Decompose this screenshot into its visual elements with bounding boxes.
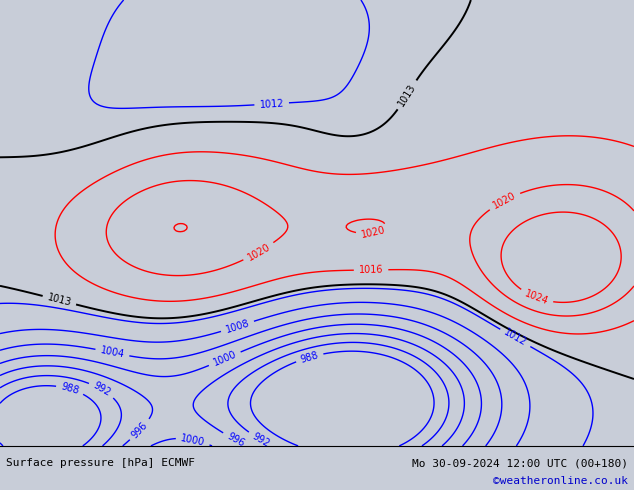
Text: 1004: 1004 [100,345,126,360]
Text: Mo 30-09-2024 12:00 UTC (00+180): Mo 30-09-2024 12:00 UTC (00+180) [411,458,628,468]
Text: 1020: 1020 [360,225,386,241]
Text: Surface pressure [hPa] ECMWF: Surface pressure [hPa] ECMWF [6,458,195,468]
Text: 1020: 1020 [491,190,517,211]
Text: 988: 988 [299,350,320,365]
Text: 1000: 1000 [212,349,238,368]
Text: 1012: 1012 [259,98,284,110]
Text: 988: 988 [60,382,80,396]
Text: 996: 996 [130,419,150,440]
Text: 1020: 1020 [245,242,272,262]
Text: 1012: 1012 [502,327,528,348]
Text: 996: 996 [225,431,246,449]
Text: 992: 992 [91,381,112,398]
Text: 1013: 1013 [46,293,72,308]
Text: ©weatheronline.co.uk: ©weatheronline.co.uk [493,476,628,486]
Text: 1013: 1013 [396,82,418,108]
Text: 992: 992 [250,431,271,449]
Text: 1016: 1016 [359,265,384,275]
Text: 1000: 1000 [180,433,206,447]
Text: 1008: 1008 [224,318,250,335]
Text: 1024: 1024 [523,289,550,307]
